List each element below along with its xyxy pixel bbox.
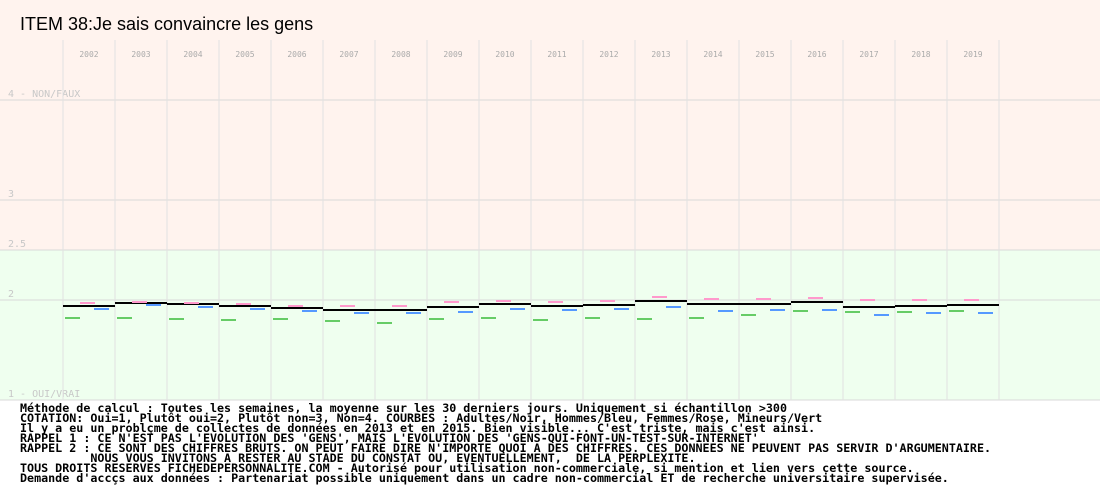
x-tick-label: 2019 bbox=[963, 50, 982, 59]
y-tick-label: 2.5 bbox=[8, 239, 26, 250]
x-tick-label: 2016 bbox=[807, 50, 826, 59]
notes: Méthode de calcul : Toutes les semaines,… bbox=[20, 401, 991, 485]
x-tick-label: 2010 bbox=[495, 50, 514, 59]
x-tick-label: 2018 bbox=[911, 50, 930, 59]
y-tick-label: 4 - NON/FAUX bbox=[8, 89, 80, 100]
y-tick-label: 1 - OUI/VRAI bbox=[8, 389, 80, 400]
chart-title: ITEM 38:Je sais convaincre les gens bbox=[20, 14, 313, 34]
note: TOUS DROITS RESERVES FICHEDEPERSONNALITE… bbox=[20, 461, 914, 475]
note: Il y a eu un problçme de collectes de do… bbox=[20, 421, 815, 435]
x-tick-label: 2009 bbox=[443, 50, 462, 59]
bands bbox=[0, 0, 1100, 400]
note: Demande d'accçs aux données : Partenaria… bbox=[20, 471, 949, 485]
note: Méthode de calcul : Toutes les semaines,… bbox=[20, 401, 787, 415]
x-tick-label: 2017 bbox=[859, 50, 878, 59]
band-upper bbox=[0, 0, 1100, 250]
x-tick-label: 2008 bbox=[391, 50, 410, 59]
x-tick-label: 2015 bbox=[755, 50, 774, 59]
x-tick-label: 2004 bbox=[183, 50, 202, 59]
x-tick-label: 2005 bbox=[235, 50, 254, 59]
x-tick-label: 2014 bbox=[703, 50, 722, 59]
note: NOUS VOUS INVITONS A RESTER AU STADE DU … bbox=[20, 451, 696, 465]
y-tick-label: 3 bbox=[8, 189, 14, 200]
note: COTATION: Oui=1, Plutôt oui=2, Plutôt no… bbox=[20, 411, 822, 425]
note: RAPPEL 1 : CE N'EST PAS L'EVOLUTION DES … bbox=[20, 431, 759, 445]
x-tick-label: 2006 bbox=[287, 50, 306, 59]
x-tick-label: 2007 bbox=[339, 50, 358, 59]
band-lower bbox=[0, 250, 1100, 400]
x-tick-label: 2013 bbox=[651, 50, 670, 59]
note: RAPPEL 2 : CE SONT DES CHIFFRES BRUTS. O… bbox=[20, 441, 991, 455]
x-tick-label: 2011 bbox=[547, 50, 566, 59]
x-tick-label: 2012 bbox=[599, 50, 618, 59]
x-tick-label: 2003 bbox=[131, 50, 150, 59]
marks bbox=[63, 296, 999, 324]
y-tick-label: 2 bbox=[8, 289, 14, 300]
x-tick-label: 2002 bbox=[79, 50, 98, 59]
